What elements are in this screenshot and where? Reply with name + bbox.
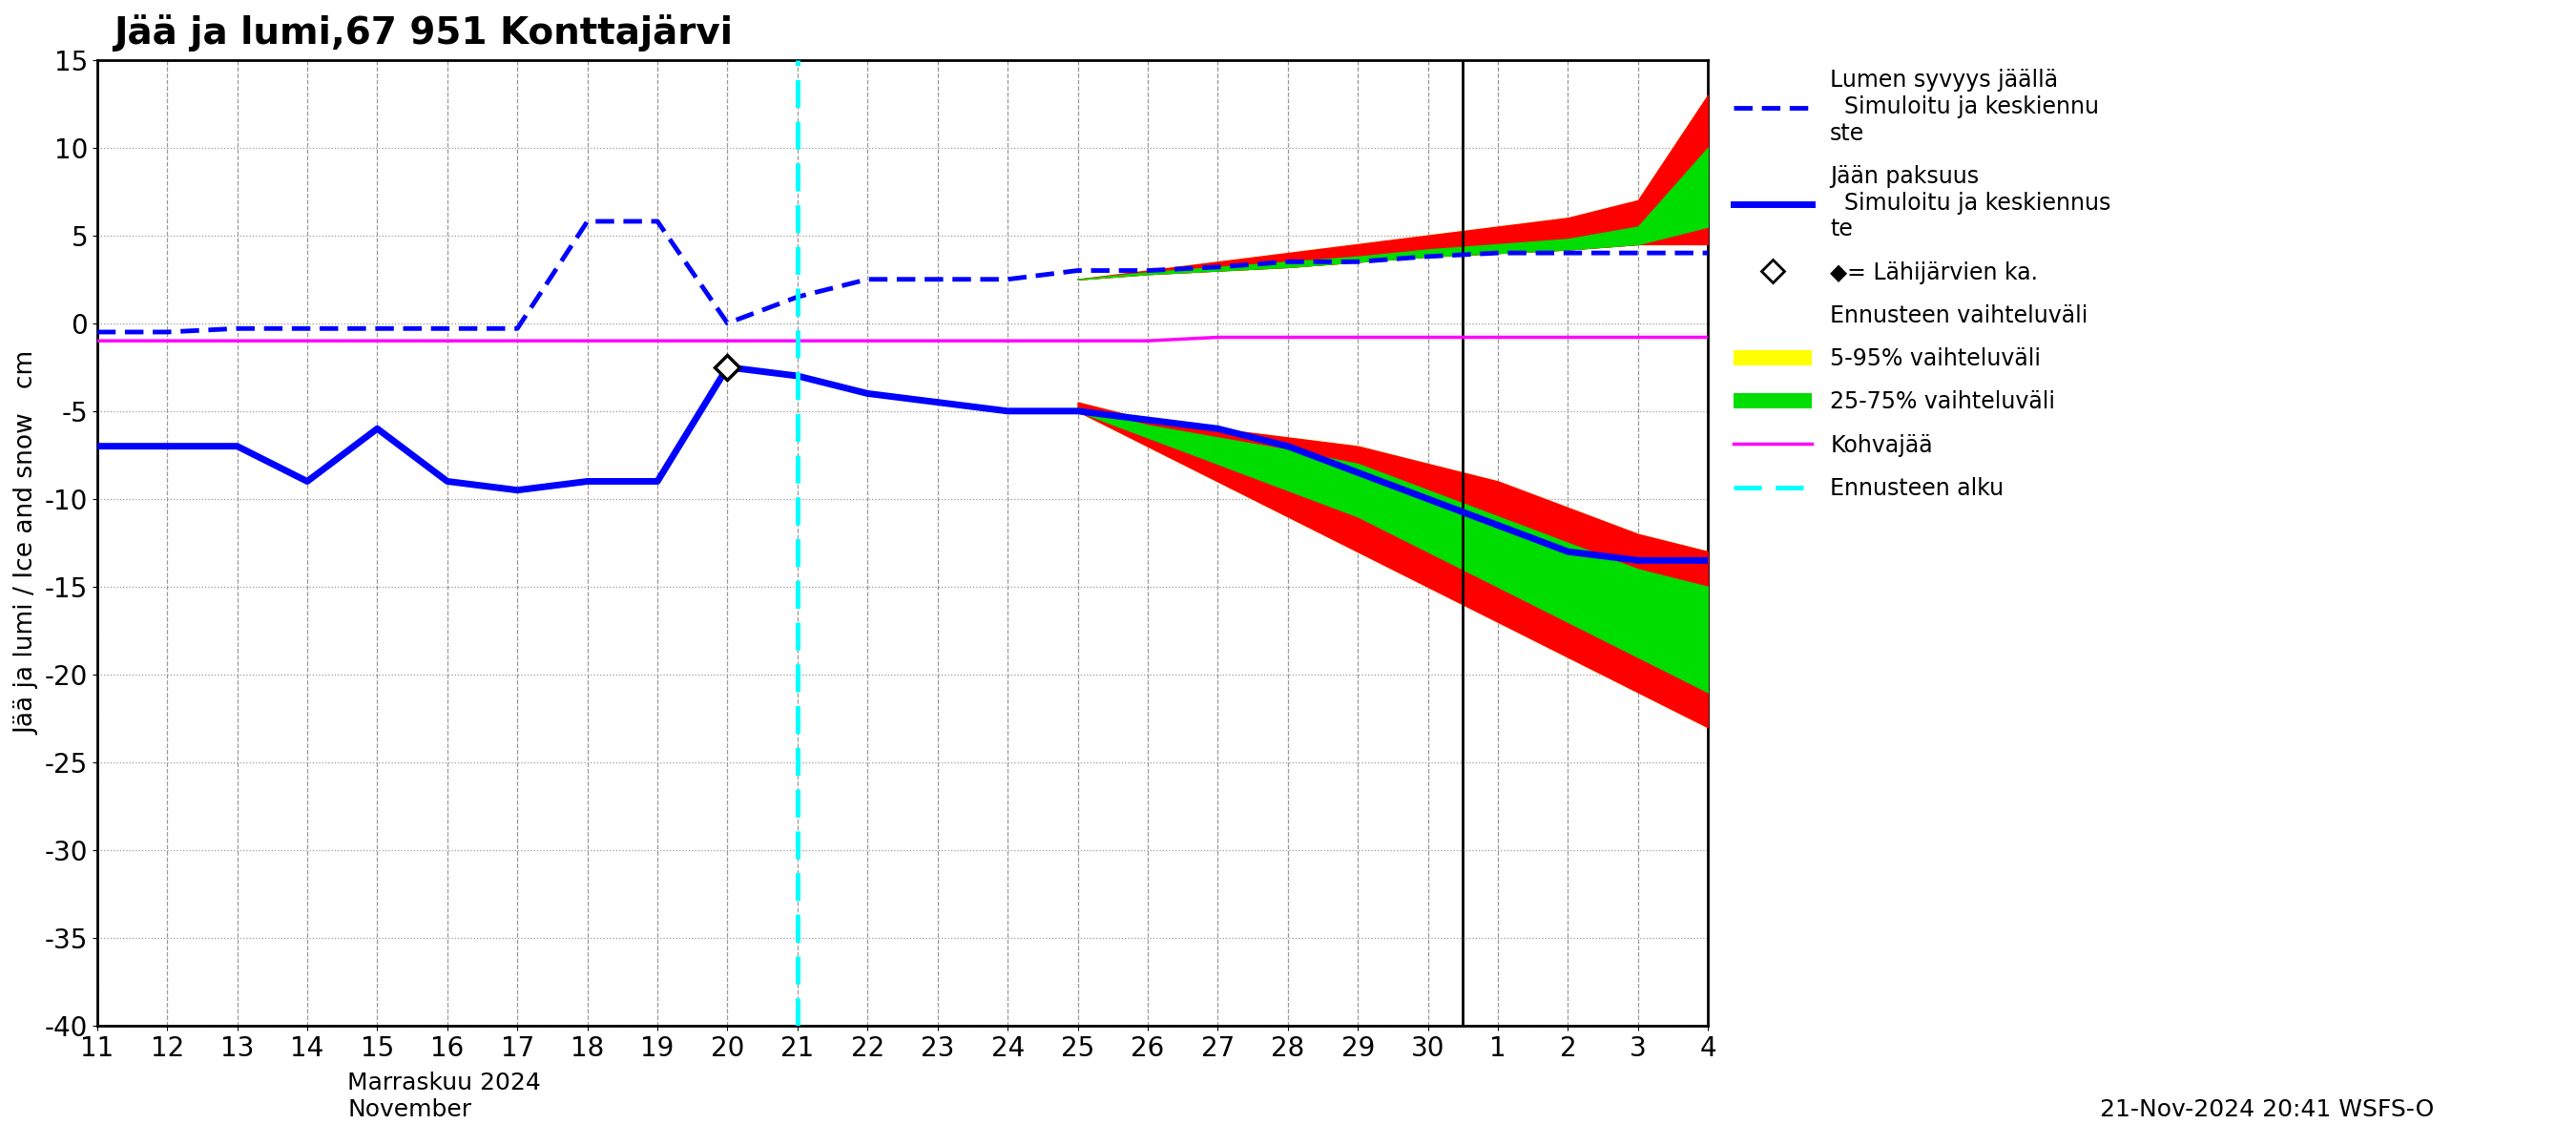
Text: 21-Nov-2024 20:41 WSFS-O: 21-Nov-2024 20:41 WSFS-O <box>2099 1098 2434 1121</box>
Legend: Lumen syvyys jäällä
  Simuloitu ja keskiennu
ste, Jään paksuus
  Simuloitu ja ke: Lumen syvyys jäällä Simuloitu ja keskien… <box>1723 60 2120 510</box>
Y-axis label: Jää ja lumi / Ice and snow   cm: Jää ja lumi / Ice and snow cm <box>15 352 39 735</box>
Text: Jää ja lumi,67 951 Konttajärvi: Jää ja lumi,67 951 Konttajärvi <box>113 14 732 52</box>
Text: Marraskuu 2024
November: Marraskuu 2024 November <box>348 1072 541 1121</box>
